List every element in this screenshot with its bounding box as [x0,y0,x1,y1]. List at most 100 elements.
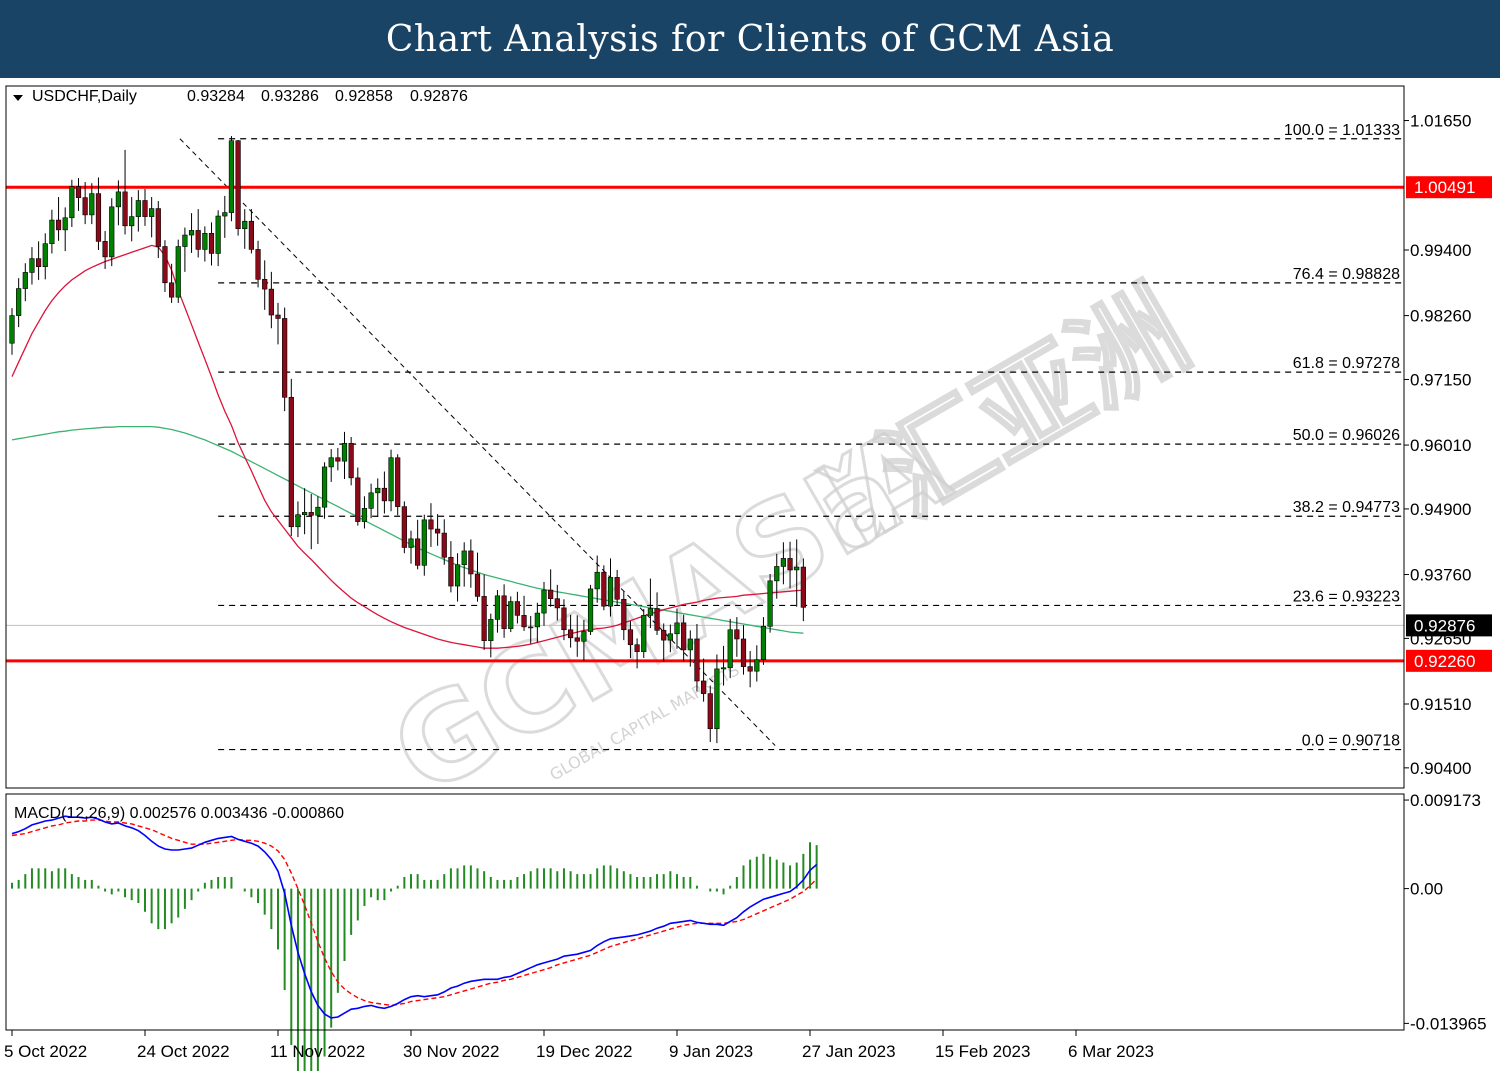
price-tick-label: 0.90400 [1410,759,1471,778]
candle-body [82,197,88,216]
candle-body [501,595,507,629]
chart-symbol: USDCHF,Daily [32,88,137,105]
candle-body [601,571,607,607]
candle-body [102,241,108,258]
candle-body [328,457,334,468]
level-tag-label: 1.00491 [1414,178,1475,197]
fib-level-label: 0.0 = 0.90718 [1302,733,1400,750]
macd-tick-label: -0.013965 [1410,1014,1487,1033]
ma-green-line [11,425,804,634]
fib-level-label: 38.2 = 0.94773 [1293,499,1400,516]
candle-body [707,693,713,730]
ohlc-high: 0.93286 [261,88,319,105]
candle-body [408,538,414,548]
candle-body [794,566,800,571]
report-banner: Chart Analysis for Clients of GCM Asia [0,0,1500,78]
candle-body [594,571,600,590]
time-tick-label: 9 Jan 2023 [669,1042,753,1061]
candle-body [169,282,175,298]
candle-body [248,220,255,250]
macd-tick-label: 0.00 [1410,880,1443,899]
candle-body [654,608,660,631]
candle-body [681,622,687,651]
watermark: GCMASIA ǎ汇亚洲 GLOBAL CAPITAL MARKETS [368,263,1209,823]
macd-pane-frame [5,793,1405,1031]
candle-body [421,519,427,566]
candle-body [262,279,268,290]
candle-body [528,626,534,629]
candle-body [22,272,28,289]
trendline [179,138,776,746]
chart-header: USDCHF,Daily 0.93284 0.93286 0.92858 0.9… [13,88,468,105]
candle-body [321,466,328,508]
candle-body [747,666,753,672]
candle-body [235,140,241,230]
candle-body [388,457,394,502]
candle-body [228,140,235,213]
price-tick-label: 0.97150 [1410,370,1471,389]
candle-body [295,514,301,528]
candle-body [514,601,520,616]
price-tick-label: 0.94900 [1410,500,1471,519]
candle-body [75,186,82,198]
candle-body [375,487,381,494]
candle-body [581,631,587,642]
candle-body [441,532,447,558]
candle-body [647,608,653,616]
macd-label: MACD(12,26,9) 0.002576 0.003436 -0.00086… [14,805,344,822]
candle-body [288,396,294,528]
candle-body [381,487,388,502]
collapse-triangle-icon[interactable] [13,95,23,101]
price-tick-label: 0.99400 [1410,241,1471,260]
candle-body [694,638,700,682]
candle-body [155,208,161,247]
candle-body [268,288,274,316]
candle-body [541,589,547,614]
candle-body [149,208,155,217]
candle-body [614,577,620,600]
candle-body [35,258,42,267]
candle-body [55,219,62,231]
candle-body [434,528,441,534]
candle-body [242,220,248,230]
candle-body [720,667,727,670]
candle-body [634,644,640,652]
time-tick-label: 11 Nov 2022 [270,1042,365,1061]
candle-body [42,243,48,267]
candle-body [787,558,793,571]
candle-body [740,638,747,667]
fib-level-label: 23.6 = 0.93223 [1293,588,1400,605]
candle-body [567,629,574,639]
fib-level-label: 100.0 = 1.01333 [1284,122,1400,139]
candle-body [49,219,55,244]
candle-body [474,573,481,597]
candle-body [488,619,494,641]
candle-body [727,629,733,669]
usdchf-daily-chart: GCMASIA ǎ汇亚洲 GLOBAL CAPITAL MARKETS 100.… [4,85,1492,1071]
candle-body [468,550,474,575]
candle-body [661,630,667,641]
last-price-tag [1406,614,1492,637]
candle-body [361,508,368,522]
candle-body [135,200,141,217]
time-tick-label: 24 Oct 2022 [137,1042,230,1061]
candle-body [494,595,501,620]
candle-body [62,217,68,231]
candle-body [29,258,35,273]
candle-body [255,249,261,280]
candle-body [308,512,314,516]
candle-body [667,633,673,641]
candle-body [315,506,321,516]
candle-body [16,288,22,316]
price-tick-label: 0.96010 [1410,436,1471,455]
candle-body [587,588,594,632]
candle-body [448,556,454,587]
banner-title: Chart Analysis for Clients of GCM Asia [385,18,1115,60]
price-tick-label: 1.01650 [1410,112,1471,131]
candle-body [401,506,407,548]
candle-body [674,622,680,635]
candle-body [621,598,627,631]
candle-body [115,191,121,208]
candle-body [335,457,341,462]
candle-body [574,637,580,642]
